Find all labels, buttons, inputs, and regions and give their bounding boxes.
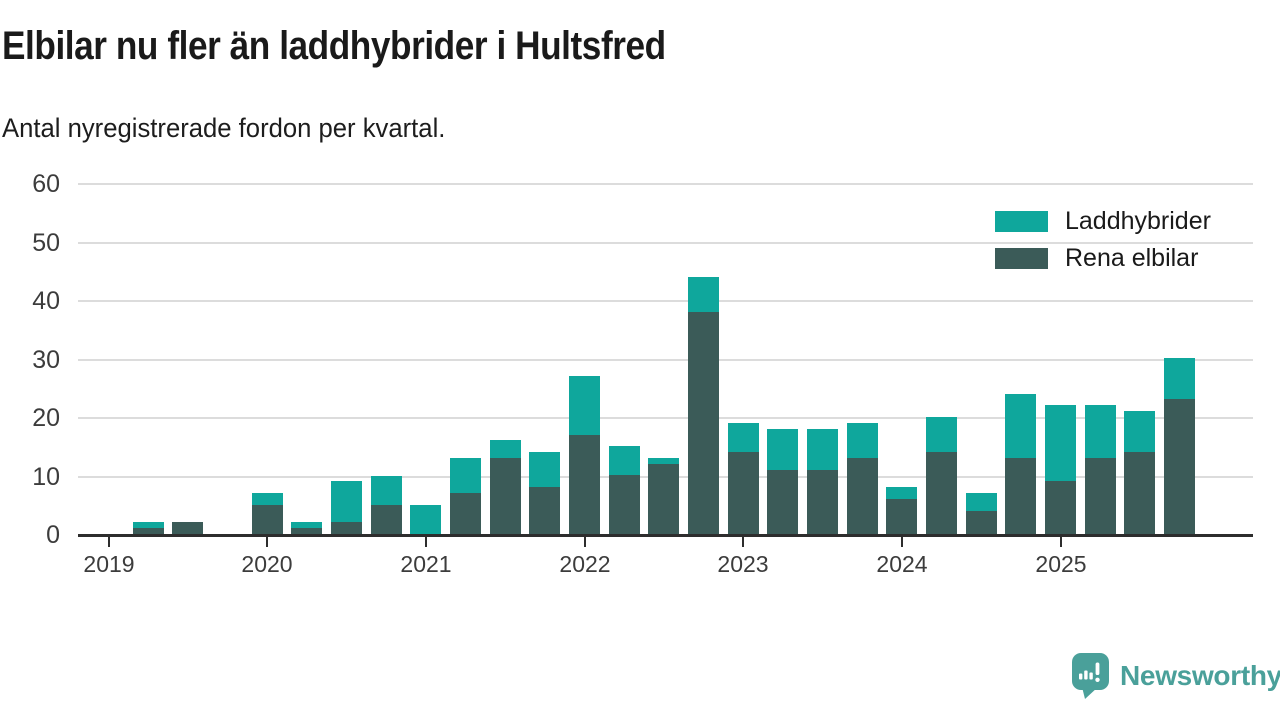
bar-2022-Q4-rena-elbilar bbox=[688, 312, 719, 534]
legend-item-rena-elbilar: Rena elbilar bbox=[995, 244, 1211, 272]
x-axis-tick-2025 bbox=[1060, 537, 1062, 547]
bar-2022-Q4-laddhybrider bbox=[688, 277, 719, 312]
x-axis-tick-2020 bbox=[266, 537, 268, 547]
x-axis-tick-label: 2023 bbox=[717, 551, 769, 577]
bar-2024-Q3-laddhybrider bbox=[966, 493, 997, 511]
gridline-y-30 bbox=[78, 359, 1253, 361]
gridline-y-50 bbox=[78, 242, 1253, 244]
bar-2021-Q3-rena-elbilar bbox=[490, 458, 521, 534]
bar-2022-Q2-laddhybrider bbox=[609, 446, 640, 475]
bar-2020-Q4-rena-elbilar bbox=[371, 505, 402, 534]
y-axis-tick-label: 40 bbox=[32, 287, 60, 315]
y-axis-tick-label: 50 bbox=[32, 229, 60, 257]
bar-2022-Q1-rena-elbilar bbox=[569, 435, 600, 534]
x-axis-tick-label: 2020 bbox=[241, 551, 293, 577]
newsworthy-logo: Newsworthy bbox=[1072, 652, 1280, 700]
legend-label: Laddhybrider bbox=[1065, 207, 1211, 235]
bar-2023-Q3-laddhybrider bbox=[807, 429, 838, 470]
bar-2022-Q3-laddhybrider bbox=[648, 458, 679, 464]
x-axis-tick-label: 2025 bbox=[1035, 551, 1087, 577]
legend-swatch-laddhybrider bbox=[995, 211, 1048, 232]
gridline-y-40 bbox=[78, 300, 1253, 302]
bar-2020-Q1-rena-elbilar bbox=[252, 505, 283, 534]
gridline-y-20 bbox=[78, 417, 1253, 419]
page-title: Elbilar nu fler än laddhybrider i Hultsf… bbox=[2, 24, 666, 68]
bar-2024-Q1-rena-elbilar bbox=[886, 499, 917, 534]
bar-2025-Q4-rena-elbilar bbox=[1164, 399, 1195, 534]
bar-2021-Q4-laddhybrider bbox=[529, 452, 560, 487]
bar-2024-Q3-rena-elbilar bbox=[966, 511, 997, 534]
legend-swatch-rena-elbilar bbox=[995, 248, 1048, 269]
bar-2025-Q2-laddhybrider bbox=[1085, 405, 1116, 458]
bar-2024-Q4-rena-elbilar bbox=[1005, 458, 1036, 534]
x-axis-tick-label: 2024 bbox=[876, 551, 928, 577]
bar-2024-Q4-laddhybrider bbox=[1005, 394, 1036, 458]
bar-2025-Q1-laddhybrider bbox=[1045, 405, 1076, 481]
x-axis-tick-2024 bbox=[901, 537, 903, 547]
bar-2020-Q3-laddhybrider bbox=[331, 481, 362, 522]
bar-2024-Q2-laddhybrider bbox=[926, 417, 957, 452]
bar-2025-Q2-rena-elbilar bbox=[1085, 458, 1116, 534]
bar-2022-Q3-rena-elbilar bbox=[648, 464, 679, 534]
brand-name: Newsworthy bbox=[1120, 660, 1280, 691]
x-axis-line bbox=[78, 534, 1253, 537]
bar-2023-Q3-rena-elbilar bbox=[807, 470, 838, 534]
chart-subtitle: Antal nyregistrerade fordon per kvartal. bbox=[2, 113, 446, 143]
y-axis-tick-label: 30 bbox=[32, 346, 60, 374]
bar-2022-Q2-rena-elbilar bbox=[609, 475, 640, 534]
bar-2021-Q2-rena-elbilar bbox=[450, 493, 481, 534]
bar-2025-Q3-laddhybrider bbox=[1124, 411, 1155, 452]
bar-2023-Q4-laddhybrider bbox=[847, 423, 878, 458]
bar-2024-Q1-laddhybrider bbox=[886, 487, 917, 499]
x-axis-tick-2019 bbox=[108, 537, 110, 547]
y-axis-tick-label: 60 bbox=[32, 170, 60, 198]
bar-2021-Q4-rena-elbilar bbox=[529, 487, 560, 534]
bar-2021-Q1-laddhybrider bbox=[410, 505, 441, 534]
x-axis-tick-label: 2021 bbox=[400, 551, 452, 577]
bar-2023-Q4-rena-elbilar bbox=[847, 458, 878, 534]
y-axis-tick-label: 0 bbox=[46, 521, 60, 549]
x-axis-tick-2022 bbox=[584, 537, 586, 547]
bar-2020-Q2-laddhybrider bbox=[291, 522, 322, 528]
bar-2021-Q3-laddhybrider bbox=[490, 440, 521, 458]
bar-2019-Q2-rena-elbilar bbox=[133, 528, 164, 534]
bar-2025-Q1-rena-elbilar bbox=[1045, 481, 1076, 534]
chart-legend: Laddhybrider Rena elbilar bbox=[995, 207, 1211, 285]
y-axis-tick-label: 10 bbox=[32, 463, 60, 491]
bar-2023-Q1-rena-elbilar bbox=[728, 452, 759, 534]
bar-2025-Q4-laddhybrider bbox=[1164, 358, 1195, 399]
bar-2020-Q2-rena-elbilar bbox=[291, 528, 322, 534]
bar-2024-Q2-rena-elbilar bbox=[926, 452, 957, 534]
bar-2019-Q3-rena-elbilar bbox=[172, 522, 203, 534]
legend-item-laddhybrider: Laddhybrider bbox=[995, 207, 1211, 235]
bar-2023-Q2-laddhybrider bbox=[767, 429, 798, 470]
bar-2023-Q2-rena-elbilar bbox=[767, 470, 798, 534]
bar-2023-Q1-laddhybrider bbox=[728, 423, 759, 452]
x-axis-tick-label: 2019 bbox=[83, 551, 135, 577]
y-axis-tick-label: 20 bbox=[32, 404, 60, 432]
bar-2020-Q4-laddhybrider bbox=[371, 476, 402, 505]
x-axis-tick-2021 bbox=[425, 537, 427, 547]
speech-bubble-bar-chart-icon bbox=[1072, 653, 1109, 699]
x-axis-tick-2023 bbox=[742, 537, 744, 547]
bar-2020-Q3-rena-elbilar bbox=[331, 522, 362, 534]
bar-2022-Q1-laddhybrider bbox=[569, 376, 600, 435]
x-axis-tick-label: 2022 bbox=[559, 551, 611, 577]
bar-2019-Q2-laddhybrider bbox=[133, 522, 164, 528]
bar-2021-Q2-laddhybrider bbox=[450, 458, 481, 493]
gridline-y-60 bbox=[78, 183, 1253, 185]
bar-2025-Q3-rena-elbilar bbox=[1124, 452, 1155, 534]
legend-label: Rena elbilar bbox=[1065, 244, 1199, 272]
bar-2020-Q1-laddhybrider bbox=[252, 493, 283, 505]
